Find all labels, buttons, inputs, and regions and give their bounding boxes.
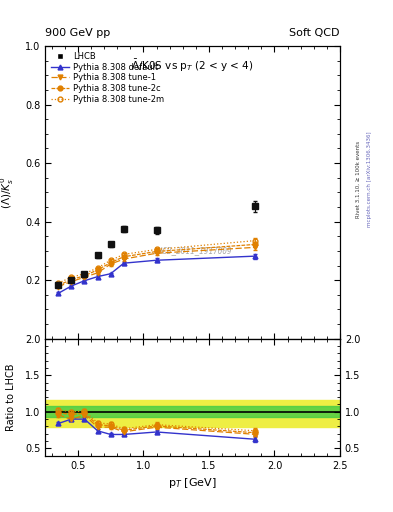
Text: Soft QCD: Soft QCD xyxy=(290,28,340,38)
Text: mcplots.cern.ch [arXiv:1306.3436]: mcplots.cern.ch [arXiv:1306.3436] xyxy=(367,132,373,227)
Text: 900 GeV pp: 900 GeV pp xyxy=(45,28,110,38)
Text: Rivet 3.1.10, ≥ 100k events: Rivet 3.1.10, ≥ 100k events xyxy=(356,141,361,218)
Legend: LHCB, Pythia 8.308 default, Pythia 8.308 tune-1, Pythia 8.308 tune-2c, Pythia 8.: LHCB, Pythia 8.308 default, Pythia 8.308… xyxy=(48,50,166,106)
Text: LHCB_2011_I917009: LHCB_2011_I917009 xyxy=(153,246,232,255)
Y-axis label: Ratio to LHCB: Ratio to LHCB xyxy=(6,364,16,431)
X-axis label: p$_{T}$ [GeV]: p$_{T}$ [GeV] xyxy=(168,476,217,490)
Bar xyxy=(45,406,340,417)
Bar xyxy=(45,400,340,427)
Y-axis label: $\bar{(\Lambda)}/K^0_s$: $\bar{(\Lambda)}/K^0_s$ xyxy=(0,176,16,208)
Text: $\bar{\Lambda}$/K0S vs p$_{T}$ (2 < y < 4): $\bar{\Lambda}$/K0S vs p$_{T}$ (2 < y < … xyxy=(131,58,254,74)
